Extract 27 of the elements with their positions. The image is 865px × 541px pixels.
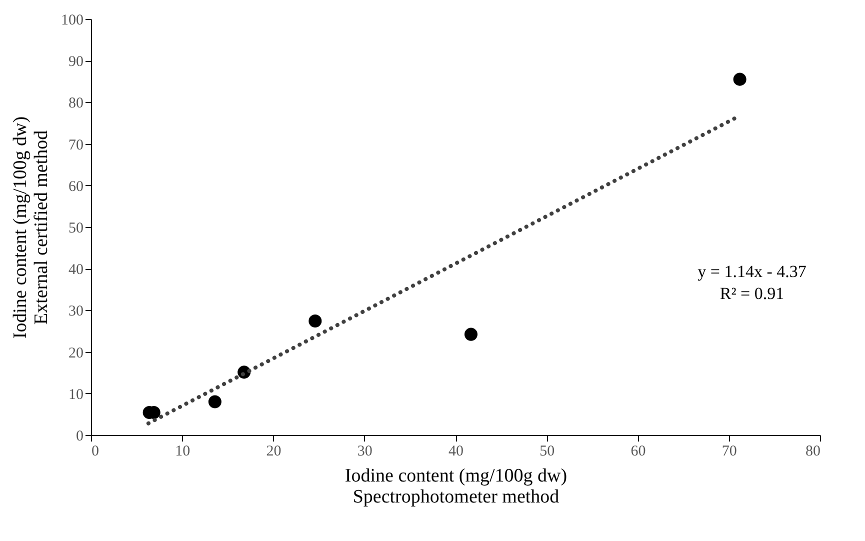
- point: [464, 328, 478, 341]
- point: [308, 314, 322, 328]
- x-tick-label: 70: [722, 444, 737, 460]
- y-tick-label: 80: [68, 96, 84, 112]
- annotation: y = 1.14x - 4.37 R² = 0.91: [698, 262, 807, 303]
- y-tick-label: 0: [76, 428, 84, 444]
- x-tick-label: 40: [448, 444, 464, 460]
- x-tick-label: 20: [266, 444, 282, 460]
- y-axis-title: Iodine content (mg/100g dw) External certified method: [10, 116, 52, 339]
- x-tick-label: 0: [92, 444, 99, 460]
- point: [733, 72, 746, 86]
- y-tick-label: 40: [68, 262, 84, 278]
- y-tick-label: 100: [61, 12, 84, 28]
- x-axis-title: Iodine content (mg/100g dw) Spectrophotometer method: [344, 466, 568, 508]
- x-tick-label: 60: [630, 444, 646, 460]
- x-tick-label: 80: [806, 444, 820, 460]
- x-tick-label: 30: [357, 444, 372, 460]
- y-tick-label: 20: [68, 345, 84, 362]
- y-tick-label: 30: [68, 304, 84, 320]
- point: [208, 395, 222, 408]
- y-tick-label: 10: [68, 386, 84, 403]
- y-tick-label: 50: [68, 220, 84, 236]
- x-tick-label: 10: [175, 444, 190, 460]
- x-tick-label: 50: [540, 444, 555, 460]
- y-tick-label: 60: [68, 178, 84, 195]
- y-tick-label: 70: [68, 137, 84, 154]
- y-tick-label: 90: [68, 54, 84, 70]
